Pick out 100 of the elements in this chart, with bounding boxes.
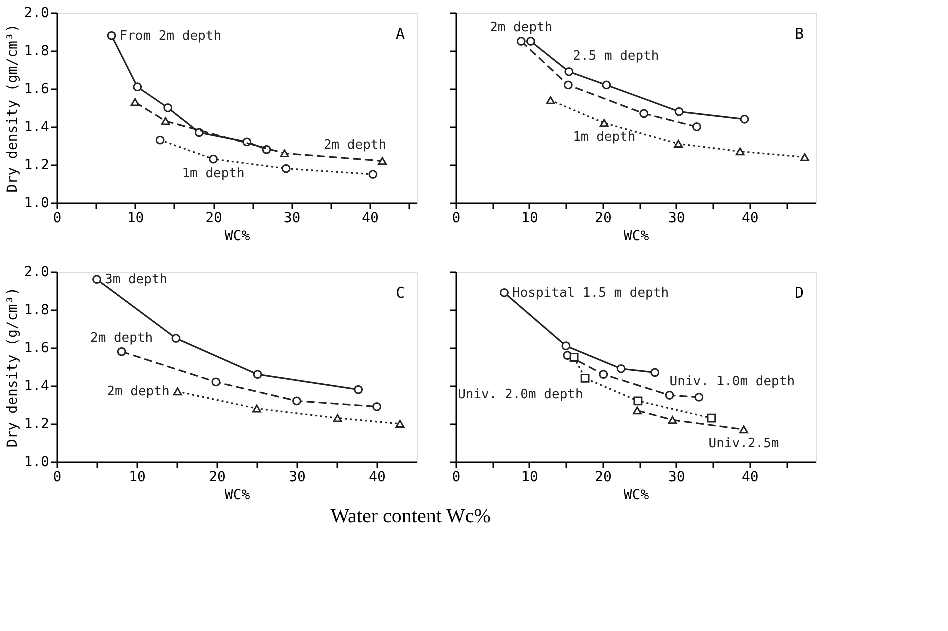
y-axis-title: Dry density (g/cm³) [5,287,22,448]
point [378,157,388,166]
point [252,404,262,413]
x-axis-title: WC% [624,488,650,504]
point [740,426,748,434]
series-label: 2m depth [324,138,387,154]
annotation: D [794,284,804,302]
point [209,154,218,164]
point [668,416,678,424]
y-tick-label: 1.0 [24,454,50,470]
series-label: 1m depth [573,130,636,146]
y-tick-label: 1.6 [24,340,50,356]
y-tick-label: 1.6 [24,82,50,98]
point [599,370,608,380]
point [194,128,204,138]
point [161,117,170,126]
point [650,368,660,378]
series-label: 1m depth [182,166,245,182]
point [633,406,642,415]
x-tick-label: 20 [595,470,612,486]
text: Water content Wc% [330,506,491,528]
point [740,114,750,124]
series-label: 2.5 m depth [573,48,660,64]
point [333,414,342,422]
series-label: 2m depth [107,384,170,400]
point [516,37,526,46]
annotation: A [396,25,405,43]
point [564,80,573,90]
series-label: Univ. 2.0m depth [458,387,584,402]
point [634,396,643,406]
series-label: 2m depth [490,20,553,36]
point [156,136,165,145]
point [800,153,810,162]
x-tick-label: 30 [668,210,686,226]
y-axis-title: Dry density (gm/cm³) [5,24,22,193]
point [282,164,291,174]
y-tick-label: 1.8 [24,44,50,60]
x-tick-label: 0 [452,210,461,226]
point [562,342,571,351]
point [674,140,684,148]
y-tick-label: 1.2 [24,158,50,174]
point [212,378,221,387]
point [600,119,609,128]
x-tick-label: 40 [742,470,759,486]
point [173,388,182,396]
point [280,150,290,158]
point [107,31,116,40]
point [368,170,378,179]
y-tick-label: 1.8 [24,302,50,318]
series-label: 2m depth [90,330,154,346]
annotation: B [794,25,804,43]
point [665,391,674,400]
point [736,148,745,156]
x-tick-label: 10 [522,470,538,486]
point [130,98,140,106]
x-tick-label: 30 [289,470,306,486]
point [570,353,579,362]
y-tick-label: 1.0 [24,196,50,212]
point [372,402,382,412]
y-tick-label: 2.0 [24,264,50,280]
point [692,122,702,132]
point [526,37,536,46]
x-tick-label: 20 [209,470,226,486]
x-tick-label: 20 [595,210,612,226]
point [616,364,626,374]
point [354,385,364,394]
y-tick-label: 1.4 [24,120,50,136]
x-tick-label: 30 [284,210,301,226]
point [564,67,574,76]
x-tick-label: 40 [369,470,386,486]
x-tick-label: 0 [53,210,62,226]
point [172,334,181,343]
x-tick-label: 10 [127,210,144,226]
y-tick-label: 1.2 [24,416,50,432]
series-label: 3m depth [105,272,168,288]
point [117,347,126,356]
annotation: C [396,284,405,302]
point [580,374,590,383]
series-label: Univ.2.5m [708,436,780,452]
x-tick-label: 40 [742,210,759,226]
point [674,107,684,116]
point [164,104,173,112]
point [694,392,704,402]
point [602,80,612,90]
x-axis-title: WC% [224,488,251,504]
x-tick-label: 40 [362,210,379,226]
point [133,82,142,92]
point [500,288,509,298]
point [253,370,262,380]
x-axis-title: WC% [224,228,251,244]
x-tick-label: 0 [452,470,461,486]
x-axis-title: WC% [624,228,650,244]
point [292,396,302,406]
x-tick-label: 10 [129,470,146,486]
y-tick-label: 1.4 [24,378,50,394]
x-tick-label: 0 [53,470,62,486]
x-tick-label: 10 [522,210,538,226]
point [92,275,102,284]
x-tick-label: 30 [668,470,686,486]
point [640,109,649,118]
